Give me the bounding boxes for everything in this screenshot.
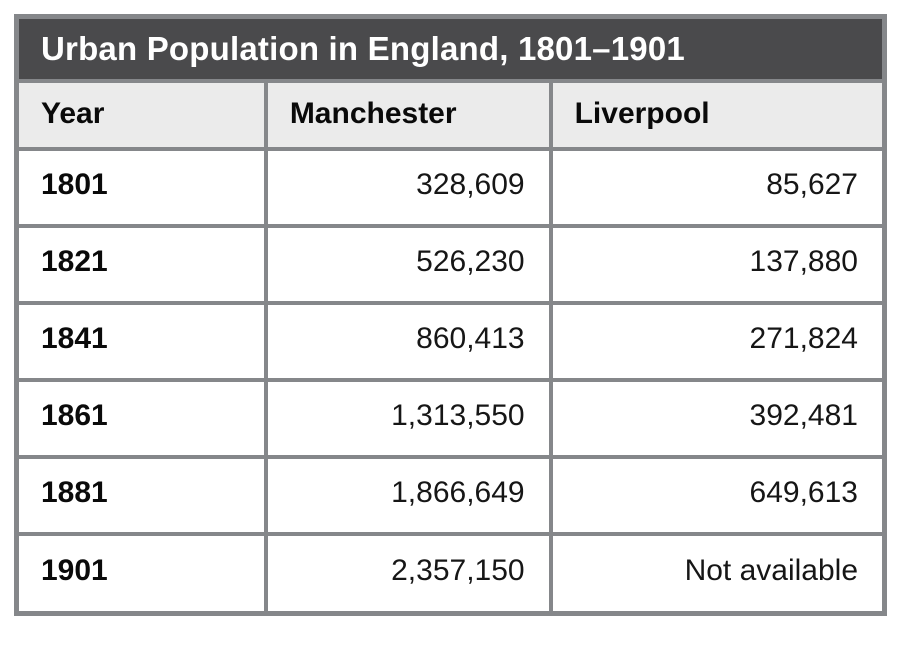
manchester-cell: 2,357,150 <box>263 532 553 611</box>
manchester-cell: 526,230 <box>263 224 553 305</box>
year-cell: 1801 <box>19 147 268 228</box>
table-row: 1801 328,609 85,627 <box>19 147 882 228</box>
table-row: 1861 1,313,550 392,481 <box>19 378 882 459</box>
year-cell: 1881 <box>19 455 268 536</box>
liverpool-cell: 392,481 <box>548 378 882 459</box>
manchester-cell: 1,866,649 <box>263 455 553 536</box>
header-row: Year Manchester Liverpool <box>19 83 882 151</box>
manchester-cell: 1,313,550 <box>263 378 553 459</box>
table-title-bar: Urban Population in England, 1801–1901 <box>19 19 882 83</box>
header-cell-manchester: Manchester <box>263 83 553 151</box>
year-cell: 1861 <box>19 378 268 459</box>
liverpool-cell: 137,880 <box>548 224 882 305</box>
population-table-container: Urban Population in England, 1801–1901 Y… <box>14 14 887 616</box>
table-row: 1901 2,357,150 Not available <box>19 532 882 611</box>
table-row: 1821 526,230 137,880 <box>19 224 882 305</box>
liverpool-cell: 271,824 <box>548 301 882 382</box>
header-cell-year: Year <box>19 83 268 151</box>
year-cell: 1821 <box>19 224 268 305</box>
year-cell: 1841 <box>19 301 268 382</box>
page-title: Urban Population in England, 1801–1901 <box>41 30 685 67</box>
liverpool-cell: Not available <box>548 532 882 611</box>
manchester-cell: 860,413 <box>263 301 553 382</box>
population-data-table: Year Manchester Liverpool 1801 328,609 8… <box>19 83 882 611</box>
liverpool-cell: 649,613 <box>548 455 882 536</box>
header-cell-liverpool: Liverpool <box>548 83 882 151</box>
manchester-cell: 328,609 <box>263 147 553 228</box>
table-row: 1881 1,866,649 649,613 <box>19 455 882 536</box>
year-cell: 1901 <box>19 532 268 611</box>
table-row: 1841 860,413 271,824 <box>19 301 882 382</box>
liverpool-cell: 85,627 <box>548 147 882 228</box>
